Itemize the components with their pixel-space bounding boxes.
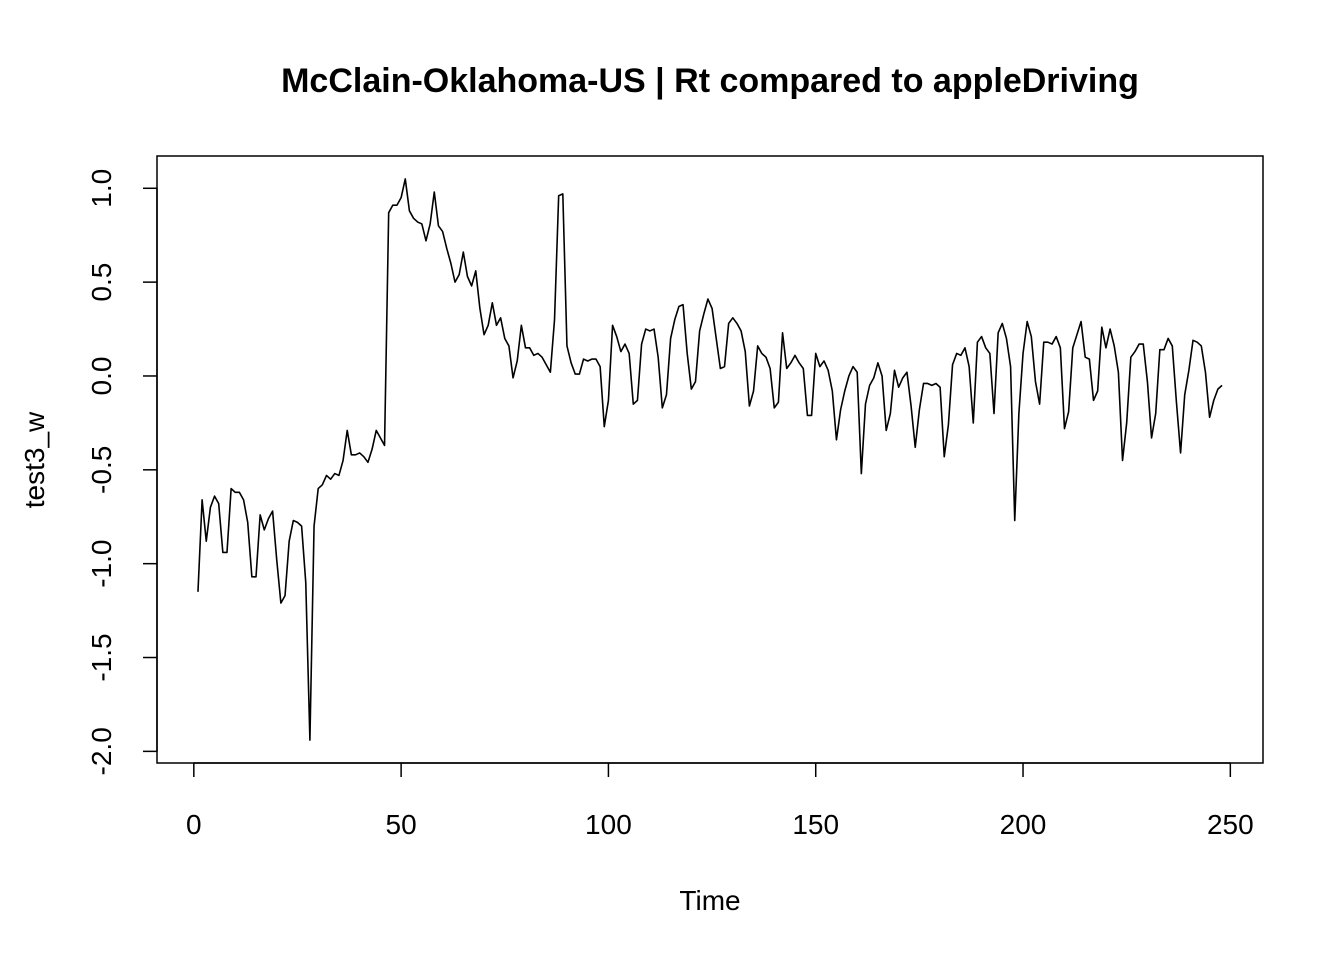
y-tick-label: -1.5: [86, 633, 117, 681]
y-axis-label: test3_w: [19, 411, 50, 508]
chart-title: McClain-Oklahoma-US | Rt compared to app…: [281, 62, 1139, 100]
x-tick-label: 200: [1000, 809, 1047, 840]
plot-box: [156, 155, 1264, 764]
y-tick-label: -1.0: [86, 540, 117, 588]
x-tick-label: 0: [186, 809, 202, 840]
series-line: [197, 178, 1223, 741]
x-tick-label: 150: [792, 809, 839, 840]
x-tick-label: 100: [585, 809, 632, 840]
x-tick-label: 50: [386, 809, 417, 840]
y-tick-label: 0.5: [86, 263, 117, 302]
y-tick-label: -0.5: [86, 446, 117, 494]
y-tick-label: -2.0: [86, 727, 117, 775]
y-tick-label: 1.0: [86, 169, 117, 208]
y-tick-label: 0.0: [86, 357, 117, 396]
x-tick-label: 250: [1207, 809, 1254, 840]
x-axis-label: Time: [679, 885, 740, 916]
